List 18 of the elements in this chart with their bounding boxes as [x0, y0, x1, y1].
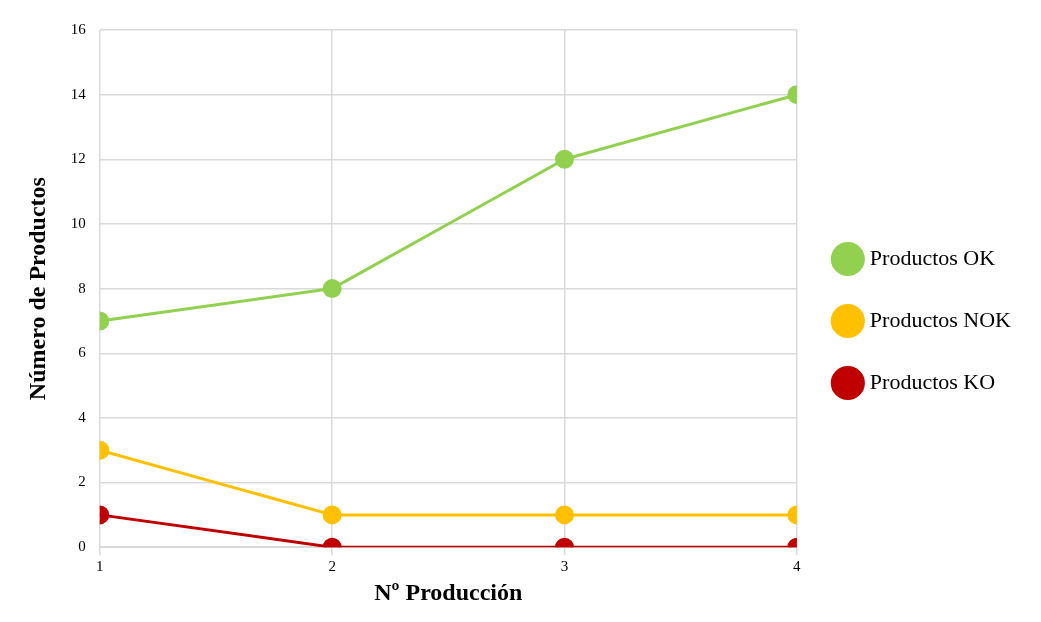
- x-tick-label: 2: [328, 558, 336, 575]
- x-axis-title: Nº Producción: [374, 578, 523, 605]
- legend-label: Productos OK: [869, 244, 996, 270]
- legend-label: Productos KO: [869, 368, 996, 394]
- y-tick-label: 6: [78, 344, 87, 361]
- y-axis-title: Número de Productos: [23, 177, 50, 401]
- y-tick-label: 4: [78, 408, 87, 425]
- y-tick-label: 10: [70, 214, 86, 231]
- x-tick-label: 1: [96, 558, 104, 575]
- y-tick-label: 8: [78, 279, 86, 296]
- y-tick-label: 16: [70, 20, 87, 37]
- y-tick-label: 2: [78, 473, 86, 490]
- x-tick-label: 3: [560, 558, 569, 575]
- legend-label: Productos NOK: [869, 306, 1012, 332]
- y-tick-label: 12: [70, 150, 86, 167]
- y-tick-label: 14: [70, 85, 87, 102]
- x-tick-label: 4: [793, 558, 802, 575]
- y-tick-label: 0: [78, 538, 86, 555]
